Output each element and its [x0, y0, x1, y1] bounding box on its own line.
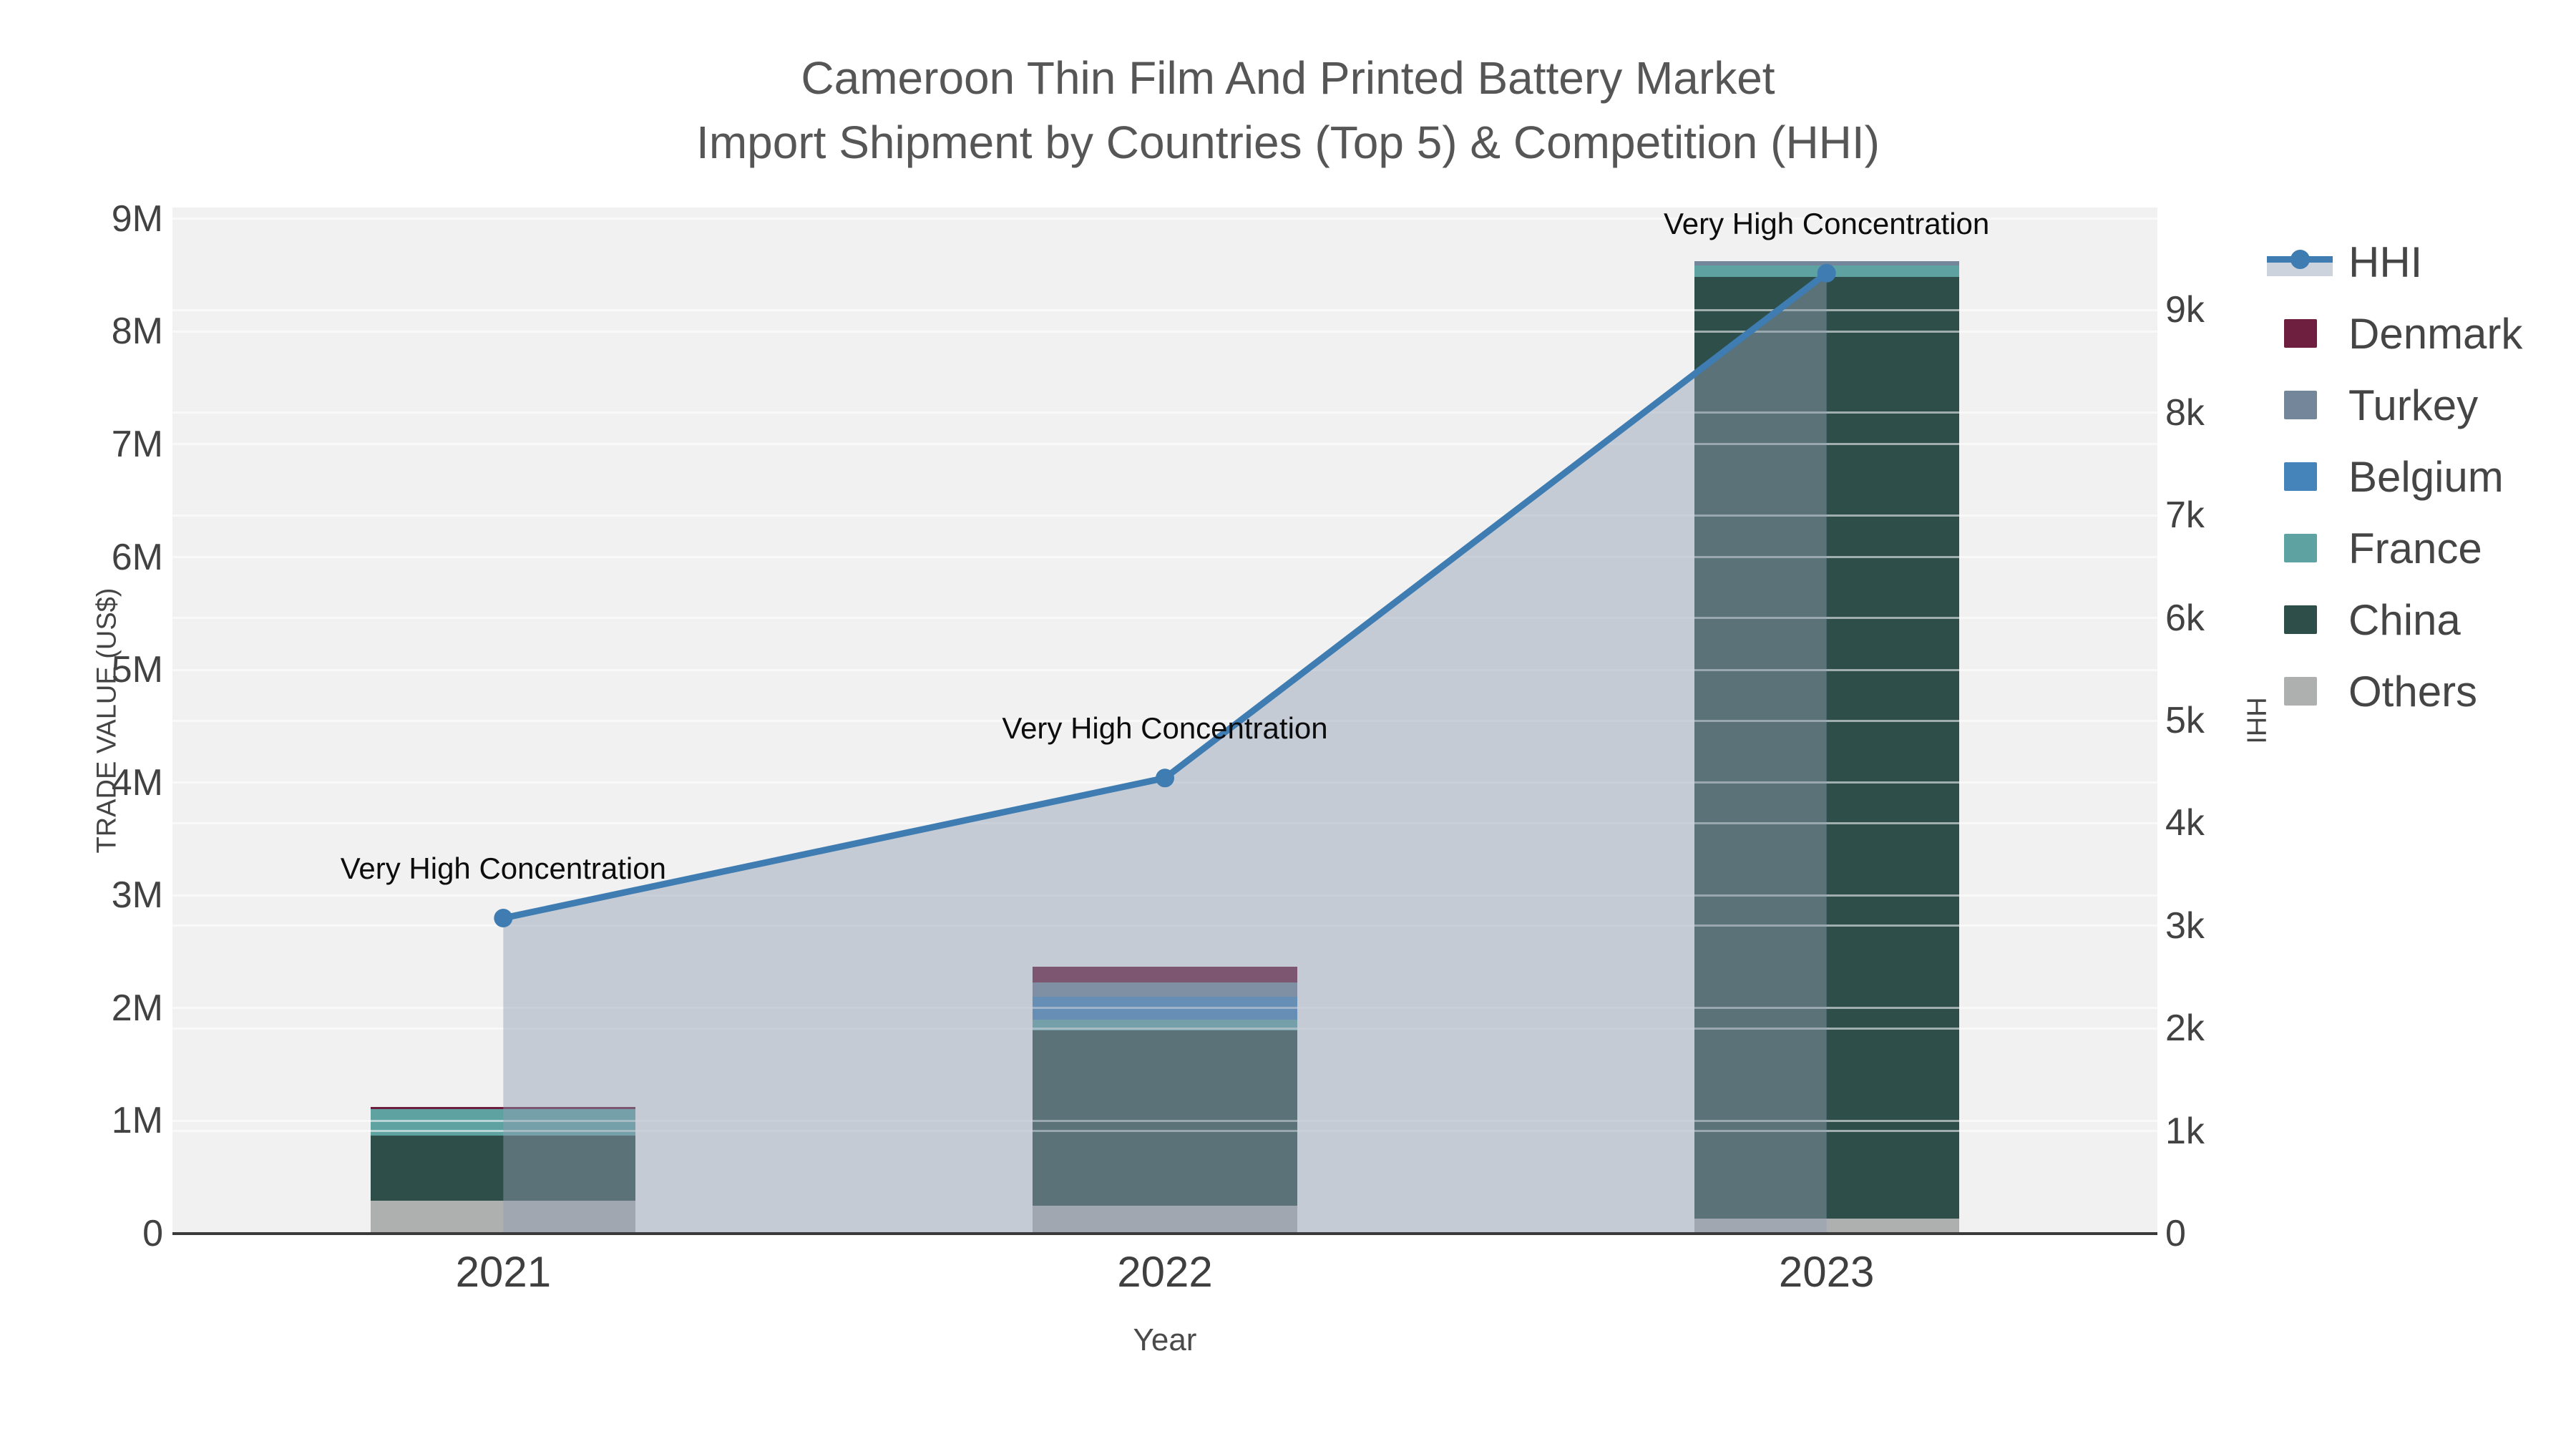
hhi-marker-2022[interactable]: [1156, 769, 1174, 788]
legend-item-france[interactable]: France: [2267, 512, 2482, 584]
annotation-2021: Very High Concentration: [340, 852, 666, 886]
y-left-tick-label: 4M: [111, 761, 163, 804]
y-left-tick-label: 8M: [111, 311, 163, 353]
hhi-marker-2021[interactable]: [494, 909, 513, 928]
legend-item-denmark[interactable]: Denmark: [2267, 298, 2522, 369]
legend-item-belgium[interactable]: Belgium: [2267, 441, 2504, 512]
legend-item-turkey[interactable]: Turkey: [2267, 369, 2478, 441]
legend-swatch-denmark: [2267, 298, 2333, 369]
color-swatch: [2284, 462, 2317, 491]
y-left-tick-label: 0: [142, 1213, 163, 1254]
bar-segment-china-2023[interactable]: [1694, 276, 1959, 1219]
gridline-right: [172, 1027, 2157, 1030]
gridline-left: [172, 330, 2157, 333]
chart-title: Cameroon Thin Film And Printed Battery M…: [0, 46, 2576, 175]
bar-segment-others-2023[interactable]: [1694, 1218, 1959, 1234]
gridline-right: [172, 924, 2157, 927]
bar-segment-china-2022[interactable]: [1033, 1030, 1297, 1206]
y-left-tick-label: 5M: [111, 649, 163, 691]
legend-item-hhi[interactable]: HHI: [2267, 226, 2422, 298]
legend-label: France: [2348, 524, 2482, 572]
legend-item-others[interactable]: Others: [2267, 655, 2477, 727]
bar-segment-others-2022[interactable]: [1033, 1205, 1297, 1234]
gridline-right: [172, 1130, 2157, 1133]
bar-segment-china-2021[interactable]: [371, 1135, 636, 1201]
chart-title-line2: Import Shipment by Countries (Top 5) & C…: [696, 117, 1880, 168]
y-left-tick-label: 1M: [111, 1100, 163, 1142]
bar-segment-turkey-2023[interactable]: [1694, 260, 1959, 266]
y-left-tick-label: 3M: [111, 874, 163, 917]
gridline-left: [172, 556, 2157, 558]
bar-segment-others-2021[interactable]: [371, 1201, 636, 1234]
y-left-tick-label: 2M: [111, 987, 163, 1029]
hhi-area-fill: [503, 273, 1827, 1234]
y-left-tick-label: 7M: [111, 423, 163, 465]
color-swatch: [2284, 677, 2317, 706]
y-left-tick-label: 9M: [111, 197, 163, 240]
legend-label: China: [2348, 595, 2461, 644]
x-axis-title: Year: [1133, 1322, 1197, 1357]
y-right-tick-label: 9k: [2165, 289, 2205, 331]
y-right-tick-label: 1k: [2165, 1110, 2205, 1152]
x-axis-line: [172, 1232, 2157, 1235]
gridline-left: [172, 218, 2157, 220]
gridline-left: [172, 894, 2157, 897]
gridline-left: [172, 443, 2157, 446]
bar-segment-denmark-2022[interactable]: [1033, 967, 1297, 982]
x-tick-label-2022: 2022: [1117, 1248, 1213, 1296]
y-right-tick-label: 0: [2165, 1213, 2186, 1254]
bar-segment-denmark-2021[interactable]: [371, 1106, 636, 1109]
gridline-right: [172, 308, 2157, 311]
legend-swatch-china: [2267, 584, 2333, 655]
legend-item-china[interactable]: China: [2267, 584, 2461, 655]
color-swatch: [2284, 391, 2317, 419]
x-tick-label-2023: 2023: [1778, 1248, 1875, 1296]
y-right-tick-label: 8k: [2165, 391, 2205, 434]
gridline-left: [172, 1007, 2157, 1010]
color-swatch: [2284, 605, 2317, 634]
gridline-right: [172, 821, 2157, 824]
annotation-2022: Very High Concentration: [1002, 711, 1328, 746]
y-right-tick-label: 5k: [2165, 700, 2205, 741]
y-left-tick-label: 6M: [111, 536, 163, 578]
gridline-right: [172, 514, 2157, 517]
legend-swatch-france: [2267, 512, 2333, 584]
y-right-tick-label: 7k: [2165, 494, 2205, 537]
gridline-right: [172, 617, 2157, 620]
chart-title-line1: Cameroon Thin Film And Printed Battery M…: [801, 52, 1775, 104]
x-tick-label-2021: 2021: [455, 1248, 552, 1296]
annotation-2023: Very High Concentration: [1664, 206, 1990, 240]
legend-line-marker: [2290, 250, 2310, 269]
y-left-axis-title: TRADE VALUE (US$): [92, 587, 122, 854]
color-swatch: [2284, 534, 2317, 562]
y-right-tick-label: 2k: [2165, 1008, 2205, 1050]
y-right-tick-label: 3k: [2165, 904, 2205, 947]
color-swatch: [2284, 319, 2317, 348]
gridline-right: [172, 719, 2157, 722]
bar-segment-turkey-2022[interactable]: [1033, 982, 1297, 997]
y-right-tick-label: 6k: [2165, 597, 2205, 639]
gridline-left: [172, 668, 2157, 671]
legend-label: Others: [2348, 667, 2478, 716]
legend-label: Denmark: [2348, 309, 2523, 358]
y-right-tick-label: 4k: [2165, 802, 2205, 844]
legend-label: Turkey: [2348, 381, 2479, 429]
legend-line-symbol: [2267, 226, 2333, 298]
legend-swatch-belgium: [2267, 441, 2333, 512]
hhi-line-chart: [494, 263, 1836, 1234]
legend-label: HHI: [2348, 238, 2423, 286]
hhi-marker-2023[interactable]: [1817, 263, 1836, 283]
gridline-left: [172, 1119, 2157, 1122]
legend-label: Belgium: [2348, 452, 2504, 501]
legend-swatch-turkey: [2267, 369, 2333, 441]
legend-swatch-others: [2267, 655, 2333, 727]
gridline-right: [172, 411, 2157, 414]
